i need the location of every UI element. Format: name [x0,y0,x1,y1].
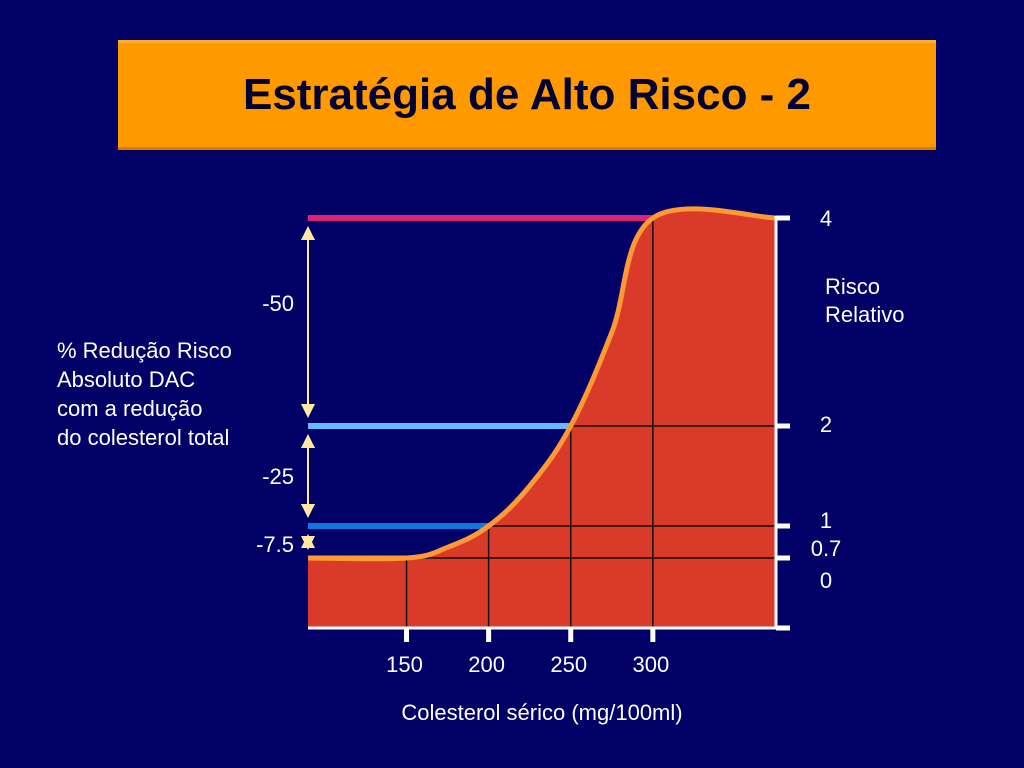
y-tick-label-0.7: 0.7 [811,536,842,561]
arrow-head-down-1 [301,504,315,518]
annotation-line-0: % Redução Risco [57,338,232,363]
x-axis-title: Colesterol sérico (mg/100ml) [401,700,682,725]
reduction-label-2: -7.5 [256,532,294,557]
annotation-line-2: com a redução [57,396,203,421]
y-tick-label-1: 1 [820,508,832,533]
annotation-line-3: do colesterol total [57,425,229,450]
annotation-line-1: Absoluto DAC [57,367,195,392]
title-banner: Estratégia de Alto Risco - 2 [118,40,936,150]
y-tick-label-4: 4 [820,206,832,231]
x-tick-label-250: 250 [550,652,587,677]
arrow-head-up-0 [301,226,315,240]
y-axis-title-line-0: Risco [825,274,880,299]
y-tick-label-2: 2 [820,412,832,437]
x-tick-label-200: 200 [468,652,505,677]
arrow-head-down-2 [301,536,315,550]
reduction-label-0: -50 [262,291,294,316]
x-tick-label-300: 300 [632,652,669,677]
area-fill [308,208,776,628]
y-axis-title-line-1: Relativo [825,302,904,327]
reduction-label-1: -25 [262,464,294,489]
arrow-head-up-1 [301,434,315,448]
risk-curve [307,206,777,562]
slide-title: Estratégia de Alto Risco - 2 [242,70,812,119]
arrow-head-down-0 [301,404,315,418]
y-tick-label-0: 0 [820,568,832,593]
x-tick-label-150: 150 [386,652,423,677]
